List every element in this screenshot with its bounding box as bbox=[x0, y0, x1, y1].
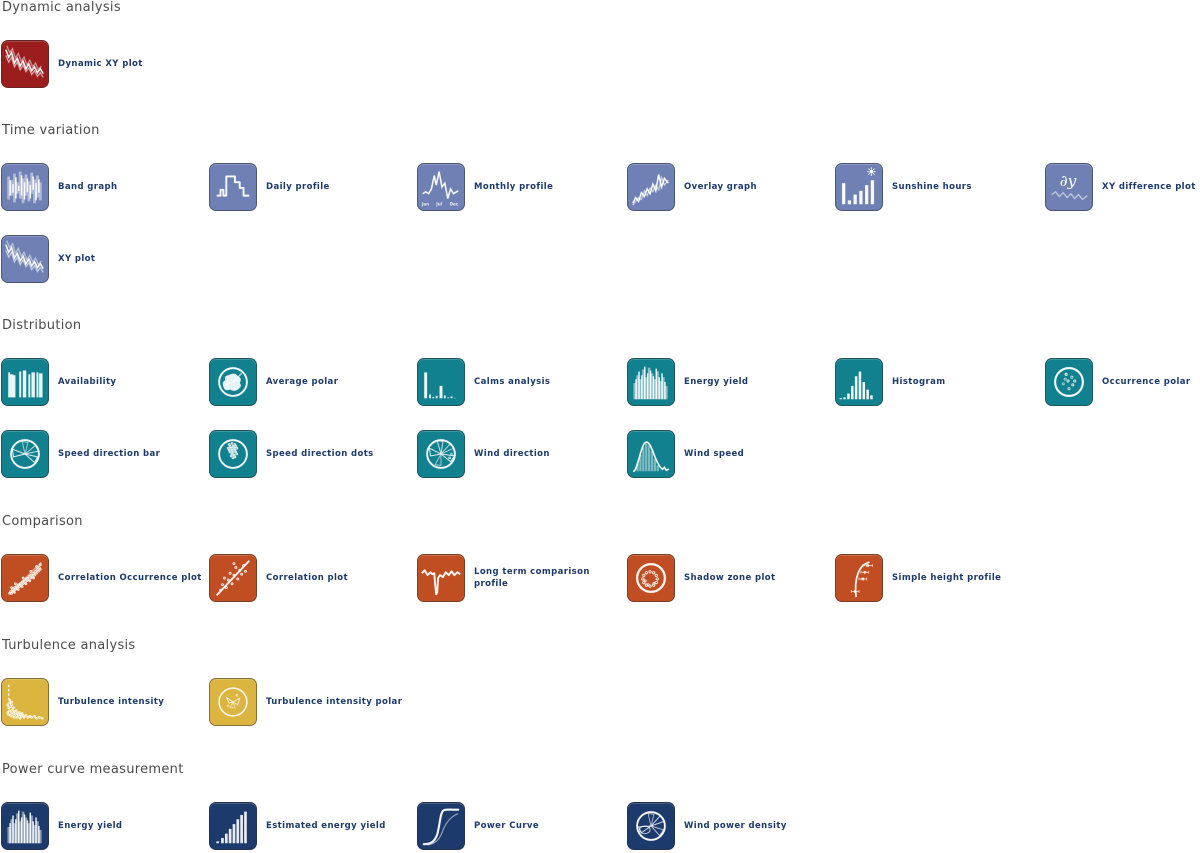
chart-type-item[interactable]: Estimated energy yield bbox=[209, 802, 412, 850]
long-term-comparison-profile-icon[interactable] bbox=[417, 554, 465, 602]
energy-yield-navy-icon[interactable] bbox=[1, 802, 49, 850]
chart-type-item[interactable]: Turbulence intensity polar bbox=[209, 678, 412, 726]
daily-profile-icon[interactable] bbox=[209, 163, 257, 211]
section-title: Distribution bbox=[2, 318, 82, 333]
chart-type-label: Availability bbox=[58, 376, 117, 387]
chart-type-item[interactable]: Calms analysis bbox=[417, 358, 620, 406]
chart-type-label: Wind speed bbox=[684, 448, 745, 459]
wind-power-density-icon[interactable] bbox=[627, 802, 675, 850]
chart-type-label: Simple height profile bbox=[892, 572, 1002, 583]
correlation-occurrence-plot-icon[interactable] bbox=[1, 554, 49, 602]
section-title: Comparison bbox=[2, 514, 83, 529]
turbulence-intensity-polar-icon[interactable] bbox=[209, 678, 257, 726]
xy-difference-plot-icon[interactable]: ∂y bbox=[1045, 163, 1093, 211]
chart-type-label: Histogram bbox=[892, 376, 946, 387]
chart-type-item[interactable]: Wind power density bbox=[627, 802, 830, 850]
chart-type-label: Estimated energy yield bbox=[266, 820, 386, 831]
chart-type-label: Speed direction bar bbox=[58, 448, 161, 459]
overlay-graph-icon[interactable] bbox=[627, 163, 675, 211]
availability-icon[interactable] bbox=[1, 358, 49, 406]
wind-direction-icon[interactable] bbox=[417, 430, 465, 478]
section-title: Time variation bbox=[2, 123, 100, 138]
chart-type-item[interactable]: Sunshine hours bbox=[835, 163, 1038, 211]
chart-type-label: Monthly profile bbox=[474, 181, 554, 192]
chart-type-item[interactable]: Correlation plot bbox=[209, 554, 412, 602]
chart-type-label: Wind power density bbox=[684, 820, 787, 831]
chart-type-label: Energy yield bbox=[684, 376, 749, 387]
svg-text:Jan: Jan bbox=[421, 202, 429, 207]
chart-type-label: Speed direction dots bbox=[266, 448, 374, 459]
chart-type-item[interactable]: Jan Jul Dec Monthly profile bbox=[417, 163, 620, 211]
dynamic-xy-plot-icon[interactable] bbox=[1, 40, 49, 88]
power-curve-icon[interactable] bbox=[417, 802, 465, 850]
average-polar-icon[interactable] bbox=[209, 358, 257, 406]
chart-type-item[interactable]: Energy yield bbox=[1, 802, 204, 850]
svg-text:Dec: Dec bbox=[450, 202, 459, 207]
chart-type-item[interactable]: Speed direction bar bbox=[1, 430, 204, 478]
monthly-profile-icon[interactable]: Jan Jul Dec bbox=[417, 163, 465, 211]
chart-type-label: Dynamic XY plot bbox=[58, 58, 143, 69]
sunshine-hours-icon[interactable] bbox=[835, 163, 883, 211]
turbulence-intensity-icon[interactable] bbox=[1, 678, 49, 726]
chart-type-item[interactable]: Energy yield bbox=[627, 358, 830, 406]
chart-type-label: Sunshine hours bbox=[892, 181, 972, 192]
chart-type-label: Band graph bbox=[58, 181, 118, 192]
calms-analysis-icon[interactable] bbox=[417, 358, 465, 406]
wind-speed-icon[interactable] bbox=[627, 430, 675, 478]
histogram-icon[interactable] bbox=[835, 358, 883, 406]
chart-type-label: XY difference plot bbox=[1102, 181, 1196, 192]
chart-type-label: Daily profile bbox=[266, 181, 330, 192]
correlation-plot-icon[interactable] bbox=[209, 554, 257, 602]
chart-type-label: Turbulence intensity bbox=[58, 696, 165, 707]
chart-type-label: Turbulence intensity polar bbox=[266, 696, 403, 707]
simple-height-profile-icon[interactable] bbox=[835, 554, 883, 602]
svg-text:∂y: ∂y bbox=[1060, 172, 1077, 190]
chart-type-item[interactable]: Shadow zone plot bbox=[627, 554, 830, 602]
chart-type-item[interactable]: Availability bbox=[1, 358, 204, 406]
speed-direction-bar-icon[interactable] bbox=[1, 430, 49, 478]
section-title: Power curve measurement bbox=[2, 762, 184, 777]
section-title: Turbulence analysis bbox=[2, 638, 136, 653]
chart-type-label: XY plot bbox=[58, 253, 96, 264]
chart-type-item[interactable]: Band graph bbox=[1, 163, 204, 211]
chart-type-label: Correlation plot bbox=[266, 572, 349, 583]
speed-direction-dots-icon[interactable] bbox=[209, 430, 257, 478]
shadow-zone-plot-icon[interactable] bbox=[627, 554, 675, 602]
chart-type-label: Shadow zone plot bbox=[684, 572, 776, 583]
energy-yield-icon[interactable] bbox=[627, 358, 675, 406]
estimated-energy-yield-icon[interactable] bbox=[209, 802, 257, 850]
chart-type-item[interactable]: Turbulence intensity bbox=[1, 678, 204, 726]
chart-type-label: Average polar bbox=[266, 376, 339, 387]
chart-type-item[interactable]: Wind speed bbox=[627, 430, 830, 478]
chart-type-item[interactable]: ∂y XY difference plot bbox=[1045, 163, 1200, 211]
chart-type-label: Wind direction bbox=[474, 448, 550, 459]
chart-type-label: Overlay graph bbox=[684, 181, 757, 192]
chart-type-item[interactable]: Long term comparison profile bbox=[417, 554, 620, 602]
chart-type-item[interactable]: Daily profile bbox=[209, 163, 412, 211]
chart-type-label: Calms analysis bbox=[474, 376, 551, 387]
chart-type-item[interactable]: Wind direction bbox=[417, 430, 620, 478]
xy-plot-icon[interactable] bbox=[1, 235, 49, 283]
chart-type-label: Correlation Occurrence plot bbox=[58, 572, 202, 583]
section-title: Dynamic analysis bbox=[2, 0, 121, 15]
band-graph-icon[interactable] bbox=[1, 163, 49, 211]
chart-type-item[interactable]: Average polar bbox=[209, 358, 412, 406]
chart-type-label: Power Curve bbox=[474, 820, 540, 831]
chart-type-item[interactable]: Histogram bbox=[835, 358, 1038, 406]
chart-type-item[interactable]: Speed direction dots bbox=[209, 430, 412, 478]
chart-type-item[interactable]: Overlay graph bbox=[627, 163, 830, 211]
chart-type-label: Occurrence polar bbox=[1102, 376, 1191, 387]
chart-type-item[interactable]: Simple height profile bbox=[835, 554, 1038, 602]
chart-type-item[interactable]: Correlation Occurrence plot bbox=[1, 554, 204, 602]
occurrence-polar-icon[interactable] bbox=[1045, 358, 1093, 406]
chart-type-item[interactable]: Occurrence polar bbox=[1045, 358, 1200, 406]
chart-type-item[interactable]: XY plot bbox=[1, 235, 204, 283]
chart-type-item[interactable]: Power Curve bbox=[417, 802, 620, 850]
chart-type-item[interactable]: Dynamic XY plot bbox=[1, 40, 204, 88]
chart-type-label: Long term comparison profile bbox=[474, 566, 590, 589]
svg-text:Jul: Jul bbox=[435, 202, 442, 207]
chart-type-label: Energy yield bbox=[58, 820, 123, 831]
